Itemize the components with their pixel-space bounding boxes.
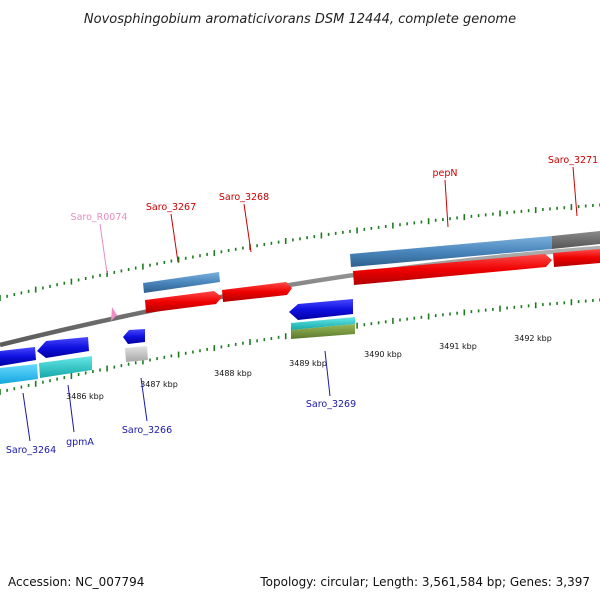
leader-line bbox=[444, 179, 449, 228]
gene-bar-saro-3266-annotation bbox=[125, 346, 148, 362]
leader-line bbox=[243, 203, 252, 253]
gene-label-saro-3264: Saro_3264 bbox=[6, 445, 56, 456]
gene-label-saro-3267: Saro_3267 bbox=[146, 202, 196, 213]
leader-line bbox=[99, 223, 108, 274]
reverse-strand-genes bbox=[0, 299, 355, 384]
accession-text: Accession: NC_007794 bbox=[8, 575, 144, 589]
forward-gene-labels: Saro_3267 Saro_3268 pepN Saro_3271 Saro_… bbox=[71, 155, 598, 274]
gene-bar-saro-3267-annotation bbox=[143, 272, 220, 293]
gene-arrow-saro-3264 bbox=[0, 347, 36, 366]
gene-label-saro-3269: Saro_3269 bbox=[306, 399, 356, 410]
scale-label: 3490 kbp bbox=[364, 350, 402, 359]
gene-arrow-pepn bbox=[353, 254, 552, 285]
gene-bar-pepn-annotation bbox=[350, 236, 552, 267]
leader-line bbox=[140, 377, 148, 422]
gene-bar-saro-3269-cyan bbox=[291, 317, 355, 330]
topology-text: Topology: circular; Length: 3,561,584 bp… bbox=[259, 575, 590, 589]
gene-arrow-saro-3271 bbox=[553, 249, 600, 267]
gene-label-saro-r0074: Saro_R0074 bbox=[71, 212, 128, 223]
gene-label-saro-3268: Saro_3268 bbox=[219, 192, 269, 203]
forward-strand-genes bbox=[111, 231, 600, 321]
leader-line bbox=[22, 392, 31, 442]
gene-label-saro-3266: Saro_3266 bbox=[122, 425, 172, 436]
scale-label: 3491 kbp bbox=[439, 342, 477, 351]
gene-bar-gpma-annotation bbox=[39, 356, 92, 378]
gene-arrow-saro-3266 bbox=[123, 329, 145, 344]
gene-arrow-gpma bbox=[37, 337, 89, 358]
gene-label-saro-3271: Saro_3271 bbox=[548, 155, 598, 166]
gene-label-gpma: gpmA bbox=[66, 437, 94, 448]
gene-arrow-saro-3268 bbox=[222, 282, 292, 302]
gene-arrow-saro-3269 bbox=[289, 299, 353, 320]
genome-backbone bbox=[0, 245, 600, 348]
scale-label: 3489 kbp bbox=[289, 359, 327, 368]
leader-line bbox=[170, 213, 179, 263]
leader-line bbox=[324, 350, 331, 397]
gene-label-pepn: pepN bbox=[432, 168, 457, 179]
rna-marker-saro-r0074 bbox=[111, 307, 117, 321]
gene-bar-saro-3264-annotation bbox=[0, 364, 38, 384]
scale-label: 3487 kbp bbox=[140, 380, 178, 389]
gene-arrow-saro-3267 bbox=[145, 291, 222, 313]
reverse-gene-labels: Saro_3264 gpmA Saro_3266 Saro_3269 bbox=[6, 350, 356, 456]
scale-label: 3488 kbp bbox=[214, 369, 252, 378]
scale-labels: 3486 kbp 3487 kbp 3488 kbp 3489 kbp 3490… bbox=[66, 334, 552, 401]
scale-label: 3492 kbp bbox=[514, 334, 552, 343]
gene-bar-saro-3269-olive bbox=[291, 324, 355, 339]
leader-line bbox=[67, 384, 75, 433]
leader-line bbox=[572, 166, 578, 217]
gene-bar-saro-3271-annotation bbox=[552, 231, 600, 249]
map-title: Novosphingobium aromaticivorans DSM 1244… bbox=[84, 12, 516, 27]
scale-label: 3486 kbp bbox=[66, 392, 104, 401]
